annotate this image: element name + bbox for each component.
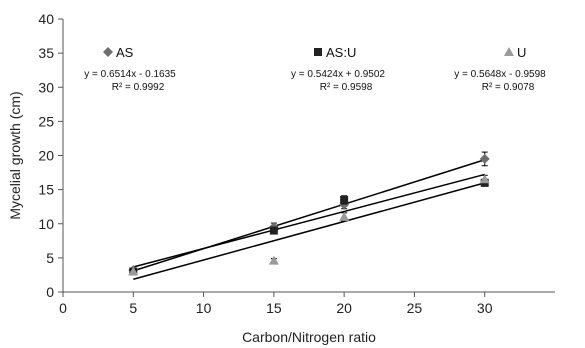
legend-label-u: U — [517, 45, 526, 60]
trendline-as — [133, 159, 485, 272]
y-tick-label: 30 — [38, 79, 54, 95]
data-points — [128, 151, 490, 276]
legend-label-as-u: AS:U — [326, 45, 356, 60]
trendlines — [133, 159, 485, 281]
point-as — [479, 153, 490, 164]
y-tick-label: 40 — [38, 11, 54, 27]
x-axis-title: Carbon/Nitrogen ratio — [242, 329, 376, 345]
point-as-u — [340, 195, 349, 204]
r-squared-as: R² = 0.9992 — [112, 82, 165, 93]
x-tick-label: 15 — [266, 300, 282, 316]
point-as-u — [269, 226, 278, 235]
y-ticks: 0 5 10 15 20 25 30 35 40 — [38, 11, 63, 300]
legend: AS y = 0.6514x - 0.1635 R² = 0.9992 AS:U y =… — [84, 45, 546, 93]
x-tick-label: 0 — [59, 300, 67, 316]
x-tick-label: 10 — [196, 300, 212, 316]
y-axis-title: Mycelial growth (cm) — [7, 91, 23, 219]
y-tick-label: 35 — [38, 45, 54, 61]
trendline-equation-as: y = 0.6514x - 0.1635 — [84, 69, 176, 80]
trendline-as-u — [133, 173, 485, 268]
trendline-u — [133, 182, 485, 281]
legend-label-as: AS — [116, 45, 134, 60]
trendline-equation-as-u: y = 0.5424x + 0.9502 — [291, 69, 385, 80]
legend-marker-u — [504, 47, 514, 56]
y-tick-label: 0 — [46, 284, 54, 300]
point-u — [268, 255, 279, 265]
x-ticks: 0 5 10 15 20 25 30 — [59, 292, 493, 316]
r-squared-as-u: R² = 0.9598 — [320, 82, 373, 93]
point-u — [128, 266, 139, 276]
y-tick-label: 5 — [46, 250, 54, 266]
y-tick-label: 25 — [38, 113, 54, 129]
point-u — [339, 211, 350, 221]
legend-marker-as — [103, 47, 113, 57]
x-tick-label: 20 — [336, 300, 352, 316]
r-squared-u: R² = 0.9078 — [482, 82, 535, 93]
x-tick-label: 30 — [477, 300, 493, 316]
x-tick-label: 5 — [129, 300, 137, 316]
trendline-equation-u: y = 0.5648x - 0.9598 — [454, 69, 546, 80]
y-tick-label: 10 — [38, 216, 54, 232]
x-tick-label: 25 — [407, 300, 423, 316]
y-tick-label: 15 — [38, 182, 54, 198]
y-tick-label: 20 — [38, 148, 54, 164]
legend-marker-as-u — [314, 48, 322, 56]
axes — [62, 19, 555, 293]
point-u — [479, 174, 490, 184]
